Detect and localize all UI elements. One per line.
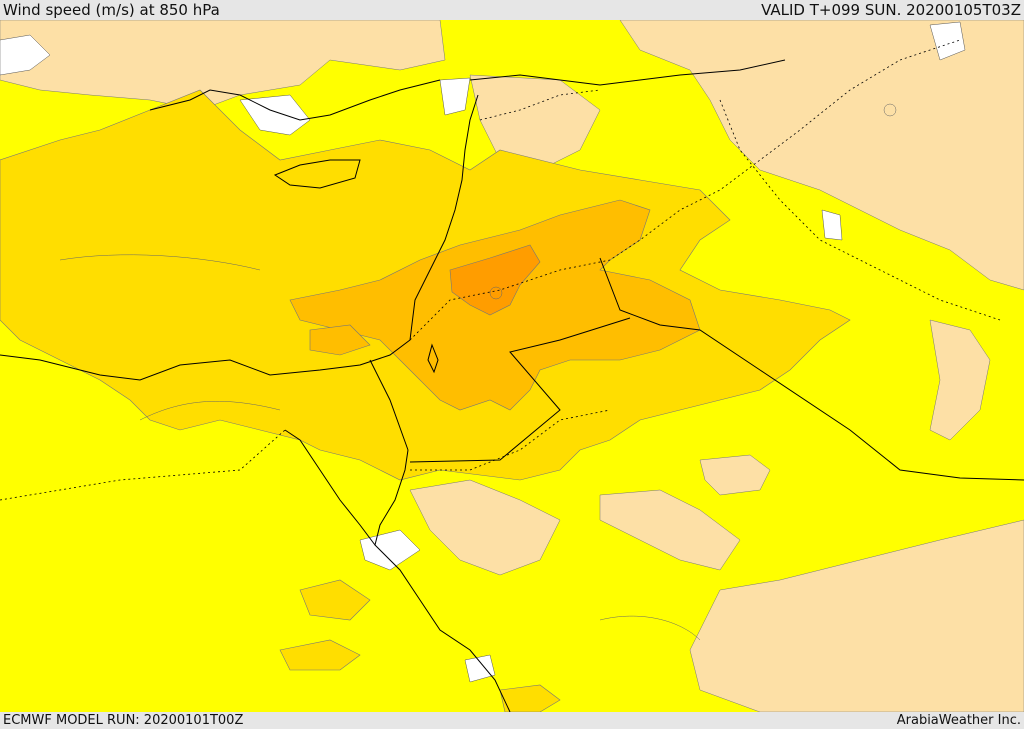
- map-title: Wind speed (m/s) at 850 hPa: [3, 1, 220, 19]
- footer-bar: ECMWF MODEL RUN: 20200101T00Z ArabiaWeat…: [0, 712, 1024, 729]
- region-light-wheat: [0, 20, 1024, 712]
- region-orange: [449, 244, 541, 316]
- borders: [0, 39, 1001, 501]
- contours: [59, 103, 897, 641]
- header-bar: Wind speed (m/s) at 850 hPa VALID T+099 …: [0, 0, 1024, 20]
- credit: ArabiaWeather Inc.: [896, 713, 1021, 728]
- model-run: ECMWF MODEL RUN: 20200101T00Z: [3, 713, 244, 728]
- valid-time: VALID T+099 SUN. 20200105T03Z: [761, 1, 1021, 19]
- wind-speed-map: [0, 20, 1024, 712]
- region-calm: [0, 21, 966, 683]
- national-boundaries: [369, 59, 1024, 481]
- coastlines: [0, 79, 511, 712]
